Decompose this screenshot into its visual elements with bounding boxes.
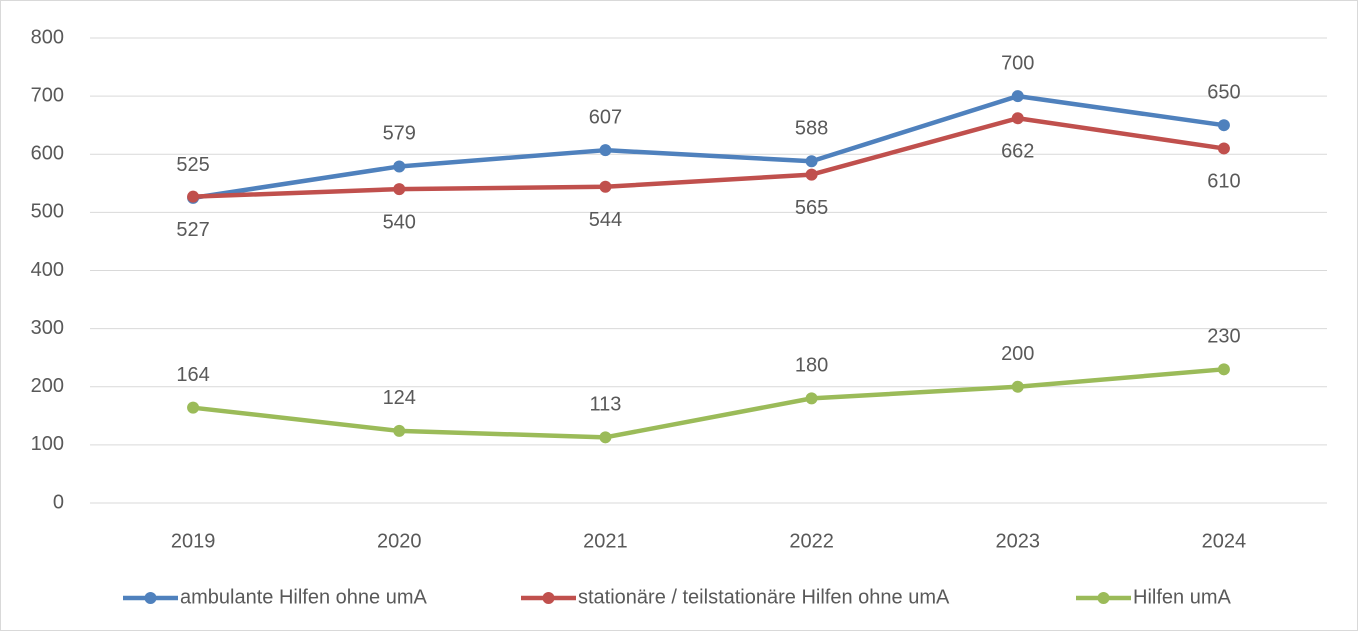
point	[187, 401, 200, 414]
data-label: 565	[795, 197, 828, 219]
point	[1011, 90, 1024, 103]
data-label: 180	[795, 355, 828, 377]
x-tick-label: 2020	[377, 530, 422, 552]
y-tick-label: 500	[31, 201, 64, 223]
data-label: 200	[1001, 343, 1034, 365]
data-label: 662	[1001, 140, 1034, 162]
data-label: 540	[383, 211, 416, 233]
x-tick-label: 2024	[1202, 530, 1247, 552]
legend-marker	[542, 592, 555, 604]
point	[1217, 119, 1230, 132]
point	[805, 155, 818, 168]
series-line	[192, 93, 1225, 201]
point	[1011, 380, 1024, 393]
y-tick-label: 600	[31, 143, 64, 165]
x-tick-label: 2023	[996, 530, 1041, 552]
data-label: 124	[383, 387, 416, 409]
point	[187, 190, 200, 203]
data-label: 650	[1207, 81, 1240, 103]
legend-label: ambulante Hilfen ohne umA	[180, 586, 427, 608]
data-label: 610	[1207, 171, 1240, 193]
point	[805, 168, 818, 181]
point	[1011, 112, 1024, 125]
series-line	[193, 115, 1225, 199]
point	[599, 180, 612, 193]
x-tick-label: 2022	[789, 530, 834, 552]
data-label: 164	[176, 364, 209, 386]
point	[393, 160, 406, 173]
y-tick-label: 700	[31, 84, 64, 106]
data-label: 588	[795, 118, 828, 140]
y-tick-label: 100	[31, 433, 64, 455]
series-line	[192, 367, 1225, 440]
y-tick-label: 200	[31, 375, 64, 397]
data-label: 579	[383, 123, 416, 145]
data-label: 544	[589, 209, 622, 231]
data-label: 607	[589, 106, 622, 128]
data-label: 700	[1001, 52, 1034, 74]
y-tick-label: 400	[31, 259, 64, 281]
point	[393, 183, 406, 196]
point	[393, 424, 406, 437]
data-label: 113	[589, 394, 621, 416]
point	[599, 144, 612, 157]
data-label: 527	[176, 219, 209, 241]
point	[599, 431, 612, 444]
legend-label: stationäre / teilstationäre Hilfen ohne …	[578, 586, 950, 608]
point	[1217, 142, 1230, 155]
legend-marker	[1097, 592, 1110, 604]
y-tick-label: 0	[53, 491, 64, 513]
point	[1217, 363, 1230, 376]
legend-marker	[144, 592, 157, 604]
data-label: 230	[1207, 326, 1240, 348]
legend-label: Hilfen umA	[1133, 586, 1231, 608]
x-tick-label: 2019	[171, 530, 216, 552]
y-tick-label: 300	[31, 317, 64, 339]
y-tick-label: 800	[31, 26, 64, 48]
data-label: 525	[176, 154, 209, 176]
point	[805, 392, 818, 405]
x-tick-label: 2021	[583, 530, 628, 552]
